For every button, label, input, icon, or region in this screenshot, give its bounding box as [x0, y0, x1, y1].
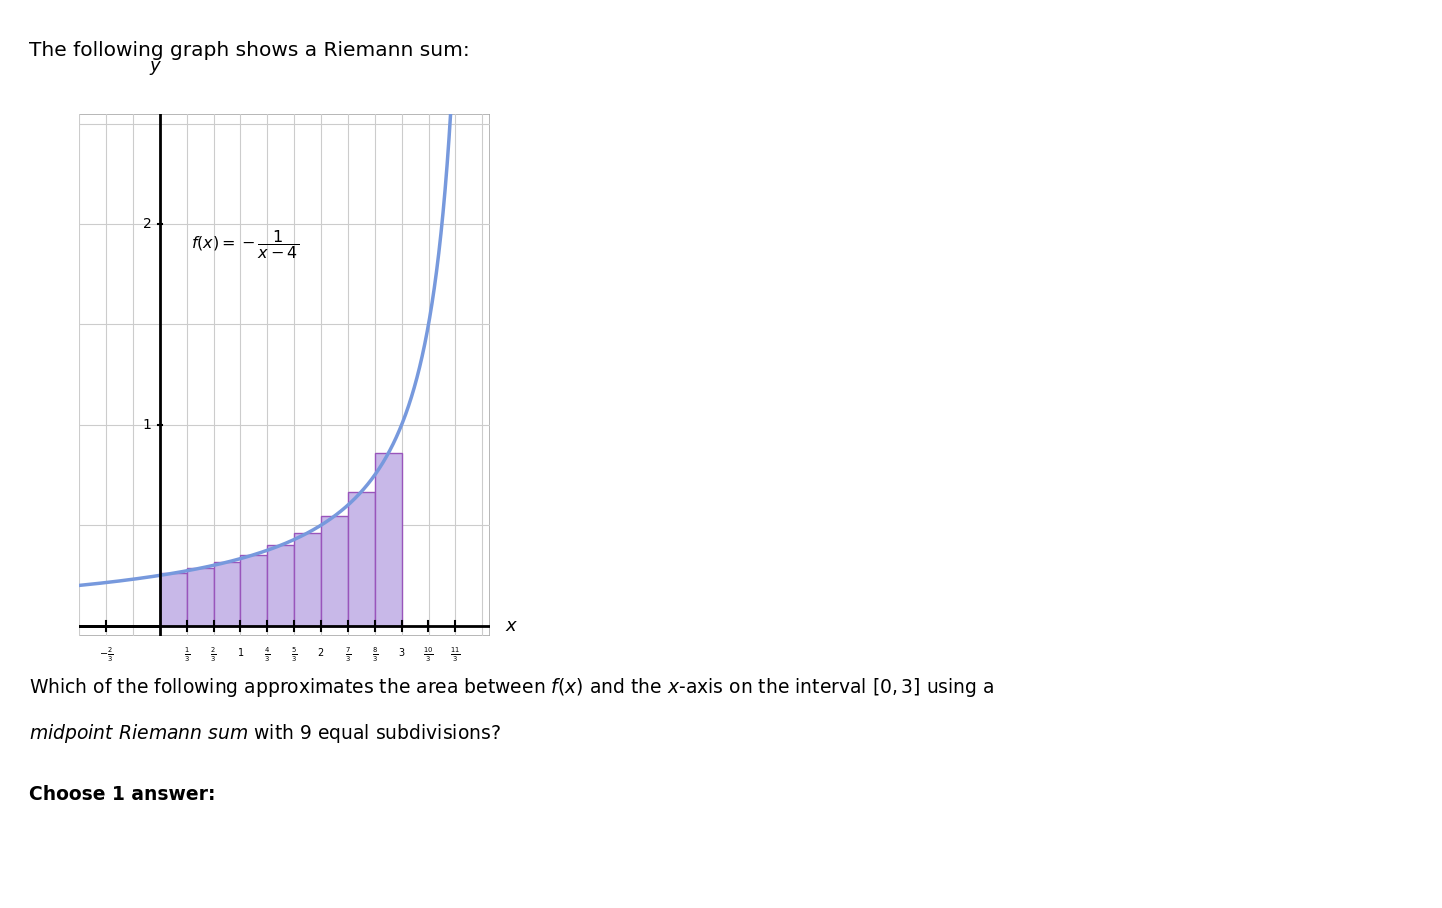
Text: Choose 1 answer:: Choose 1 answer:: [29, 785, 215, 804]
Bar: [375, 453, 402, 626]
Text: $2$: $2$: [143, 217, 151, 231]
Text: Which of the following approximates the area between $f(x)$ and the $x$-axis on : Which of the following approximates the …: [29, 676, 995, 699]
Bar: [294, 533, 322, 626]
Text: $\it{midpoint\ Riemann\ sum}$ with $9$ equal subdivisions?: $\it{midpoint\ Riemann\ sum}$ with $9$ e…: [29, 722, 500, 745]
Bar: [322, 516, 348, 626]
Text: $\frac{11}{3}$: $\frac{11}{3}$: [450, 646, 460, 664]
Text: $\frac{2}{3}$: $\frac{2}{3}$: [211, 646, 216, 664]
Text: $\frac{10}{3}$: $\frac{10}{3}$: [423, 646, 434, 664]
Text: $3$: $3$: [398, 646, 405, 657]
Text: The following graph shows a Riemann sum:: The following graph shows a Riemann sum:: [29, 41, 470, 60]
Text: $\mathit{y}$: $\mathit{y}$: [149, 59, 163, 77]
Text: $2$: $2$: [317, 646, 324, 657]
Bar: [267, 545, 294, 626]
Text: $-\frac{2}{3}$: $-\frac{2}{3}$: [99, 646, 114, 664]
Text: $\frac{5}{3}$: $\frac{5}{3}$: [291, 646, 297, 664]
Text: $1$: $1$: [236, 646, 244, 657]
Bar: [241, 555, 267, 626]
Bar: [187, 568, 213, 626]
Text: $\frac{1}{3}$: $\frac{1}{3}$: [183, 646, 190, 664]
Bar: [213, 562, 241, 626]
Text: $\frac{7}{3}$: $\frac{7}{3}$: [345, 646, 350, 664]
Text: $\frac{8}{3}$: $\frac{8}{3}$: [372, 646, 378, 664]
Text: $1$: $1$: [143, 418, 151, 431]
Text: $f(x) = -\dfrac{1}{x - 4}$: $f(x) = -\dfrac{1}{x - 4}$: [190, 228, 298, 261]
Bar: [348, 492, 375, 626]
Bar: [160, 573, 187, 626]
Text: $\frac{4}{3}$: $\frac{4}{3}$: [264, 646, 271, 664]
Text: $\mathit{x}$: $\mathit{x}$: [505, 617, 518, 635]
